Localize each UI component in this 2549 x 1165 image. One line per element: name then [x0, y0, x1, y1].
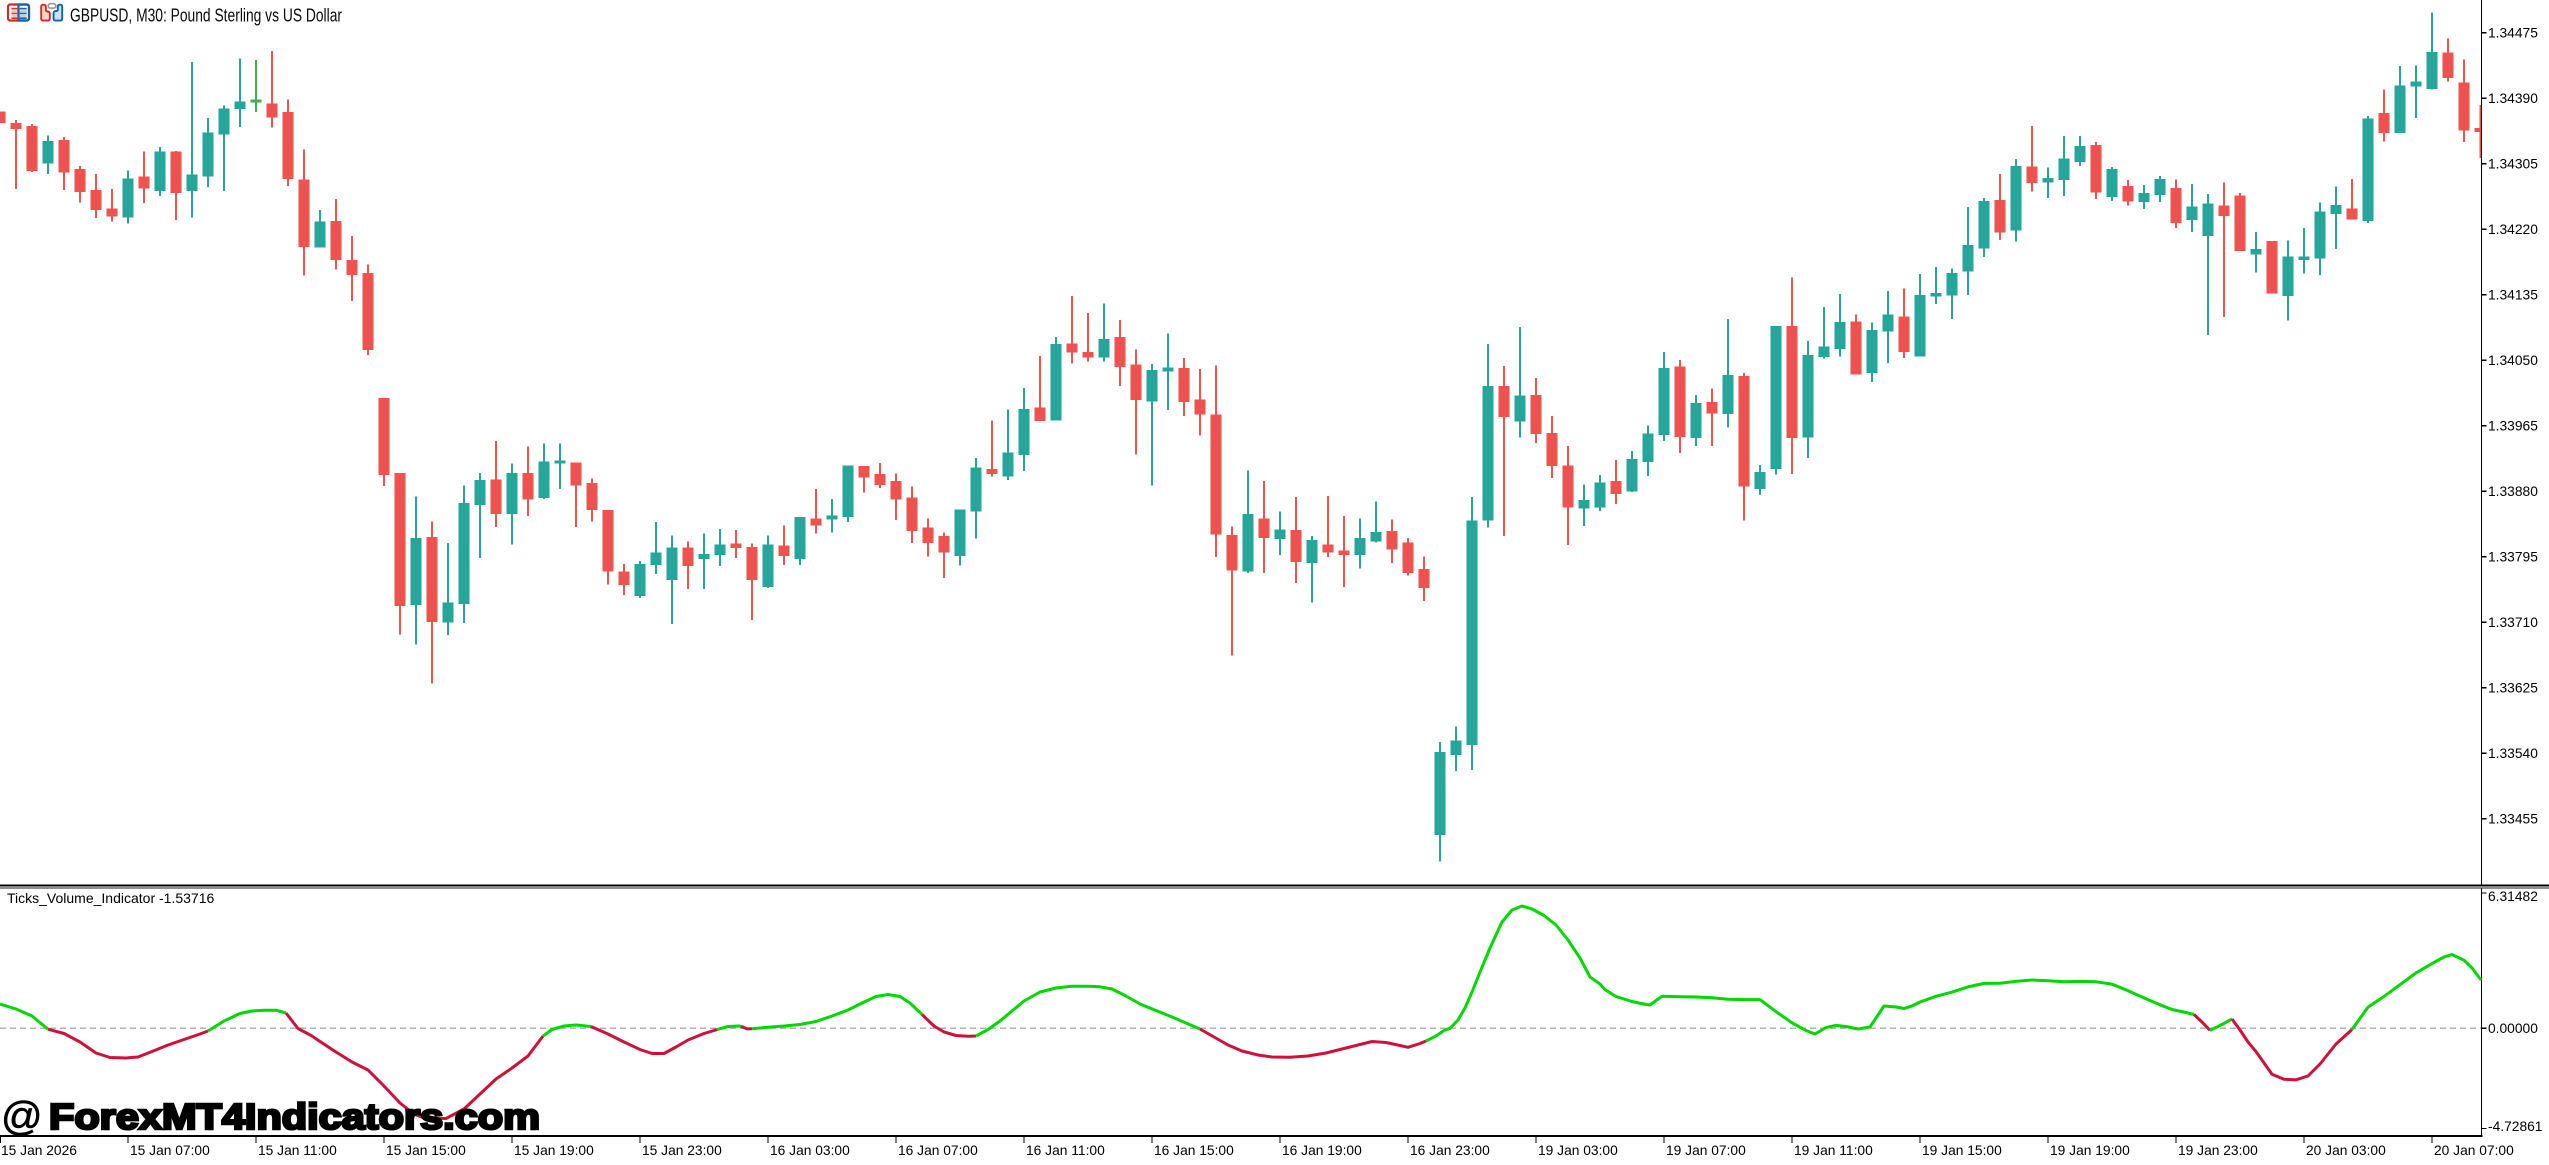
- svg-text:1.34390: 1.34390: [2488, 91, 2538, 106]
- svg-text:15 Jan 19:00: 15 Jan 19:00: [514, 1143, 594, 1158]
- svg-text:20 Jan 07:00: 20 Jan 07:00: [2434, 1143, 2514, 1158]
- svg-text:1.34305: 1.34305: [2488, 157, 2538, 172]
- svg-text:1.34050: 1.34050: [2488, 353, 2538, 368]
- svg-text:19 Jan 03:00: 19 Jan 03:00: [1538, 1143, 1618, 1158]
- svg-text:16 Jan 11:00: 16 Jan 11:00: [1026, 1143, 1105, 1158]
- svg-text:15 Jan 15:00: 15 Jan 15:00: [386, 1143, 466, 1158]
- svg-text:6.31482: 6.31482: [2488, 889, 2538, 904]
- svg-text:1.34220: 1.34220: [2488, 222, 2538, 237]
- svg-text:@: @: [1, 1093, 43, 1139]
- svg-text:1.34135: 1.34135: [2488, 288, 2538, 303]
- svg-text:16 Jan 07:00: 16 Jan 07:00: [898, 1143, 978, 1158]
- svg-text:15 Jan 07:00: 15 Jan 07:00: [130, 1143, 210, 1158]
- svg-text:1.33795: 1.33795: [2488, 550, 2538, 565]
- svg-text:0.00000: 0.00000: [2488, 1021, 2538, 1036]
- svg-text:1.33880: 1.33880: [2488, 484, 2538, 499]
- svg-text:16 Jan 03:00: 16 Jan 03:00: [770, 1143, 850, 1158]
- svg-text:15 Jan 2026: 15 Jan 2026: [1, 1143, 77, 1158]
- svg-text:19 Jan 07:00: 19 Jan 07:00: [1666, 1143, 1746, 1158]
- svg-text:1.33710: 1.33710: [2488, 615, 2538, 630]
- svg-text:1.34475: 1.34475: [2488, 26, 2538, 41]
- svg-text:1.33965: 1.33965: [2488, 419, 2538, 434]
- svg-text:1.33455: 1.33455: [2488, 812, 2538, 827]
- svg-text:16 Jan 19:00: 16 Jan 19:00: [1282, 1143, 1362, 1158]
- svg-text:19 Jan 11:00: 19 Jan 11:00: [1794, 1143, 1873, 1158]
- svg-text:1.33540: 1.33540: [2488, 746, 2538, 761]
- svg-text:15 Jan 11:00: 15 Jan 11:00: [258, 1143, 337, 1158]
- svg-text:1.33625: 1.33625: [2488, 681, 2538, 696]
- svg-text:Ticks_Volume_Indicator -1.5371: Ticks_Volume_Indicator -1.53716: [7, 890, 214, 906]
- svg-text:19 Jan 23:00: 19 Jan 23:00: [2178, 1143, 2258, 1158]
- svg-text:-4.72861: -4.72861: [2488, 1119, 2542, 1134]
- svg-text:ForexMT4Indicators.com: ForexMT4Indicators.com: [49, 1096, 540, 1137]
- svg-text:GBPUSD, M30: Pound Sterling v: GBPUSD, M30: Pound Sterling vs US Dollar: [70, 5, 342, 26]
- svg-text:15 Jan 23:00: 15 Jan 23:00: [642, 1143, 722, 1158]
- svg-text:16 Jan 23:00: 16 Jan 23:00: [1410, 1143, 1490, 1158]
- svg-text:19 Jan 15:00: 19 Jan 15:00: [1922, 1143, 2002, 1158]
- svg-text:20 Jan 03:00: 20 Jan 03:00: [2306, 1143, 2386, 1158]
- svg-text:19 Jan 19:00: 19 Jan 19:00: [2050, 1143, 2130, 1158]
- svg-text:16 Jan 15:00: 16 Jan 15:00: [1154, 1143, 1234, 1158]
